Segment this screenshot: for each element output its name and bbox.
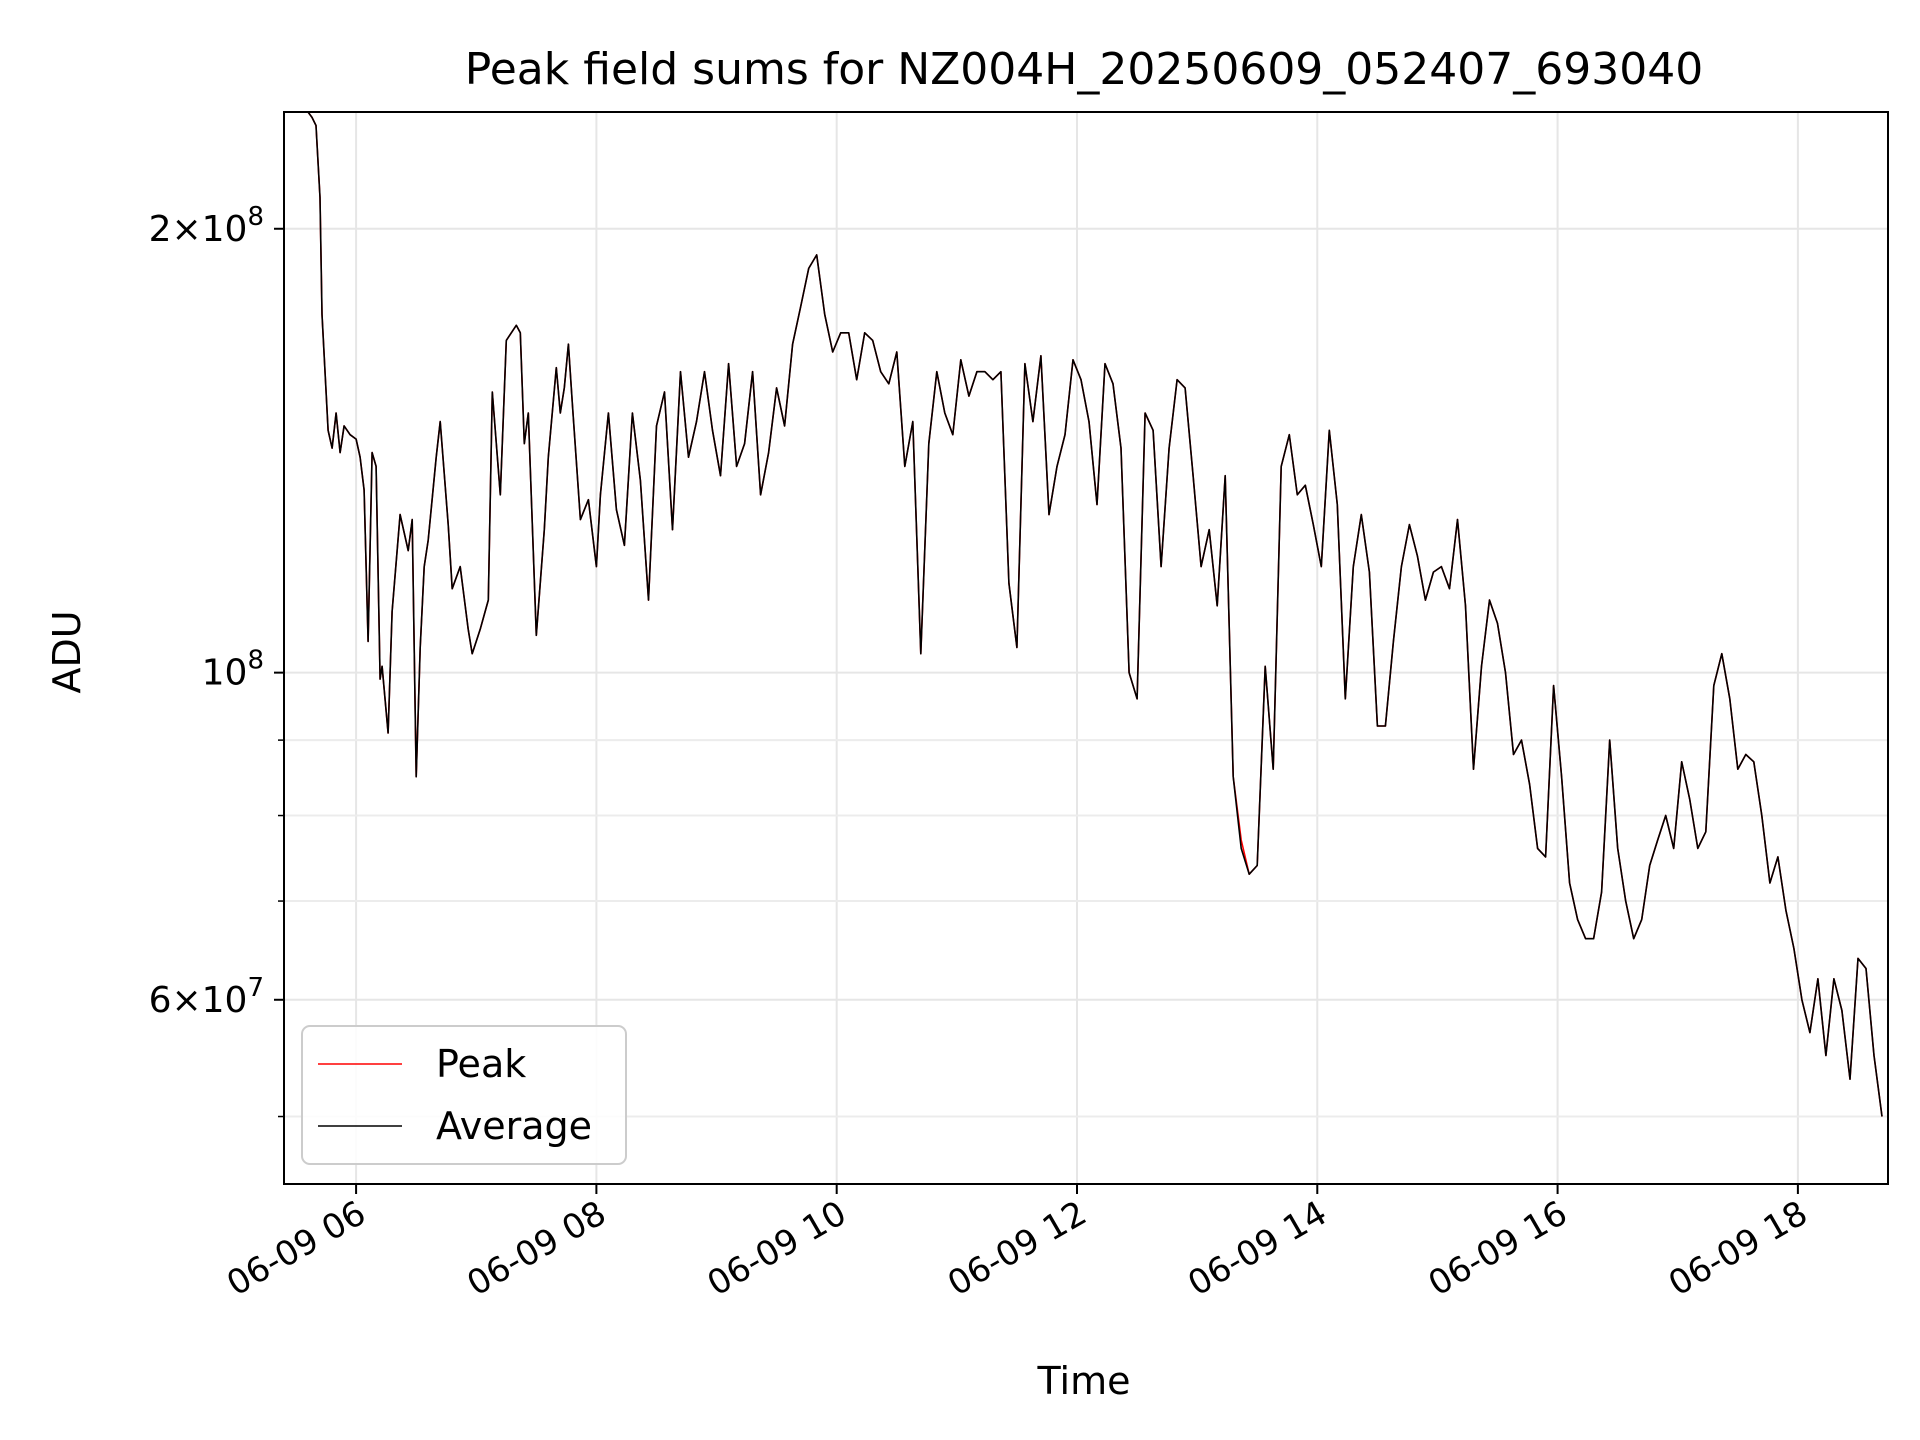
y-tick-label: 108 (202, 646, 264, 694)
chart-title: Peak field sums for NZ004H_20250609_0524… (465, 44, 1703, 95)
y-tick-label: 2×108 (149, 202, 264, 250)
legend: Peak Average (301, 1025, 627, 1165)
legend-label-peak: Peak (436, 1042, 526, 1086)
series-line-average (307, 112, 1883, 1117)
legend-label-average: Average (436, 1104, 592, 1148)
x-axis-label: Time (1037, 1359, 1131, 1403)
legend-box (301, 1025, 627, 1165)
series-layer (307, 112, 1883, 1117)
y-axis-label: ADU (45, 610, 89, 693)
y-tick-label: 6×107 (149, 973, 264, 1021)
plot-frame (283, 111, 1889, 1185)
